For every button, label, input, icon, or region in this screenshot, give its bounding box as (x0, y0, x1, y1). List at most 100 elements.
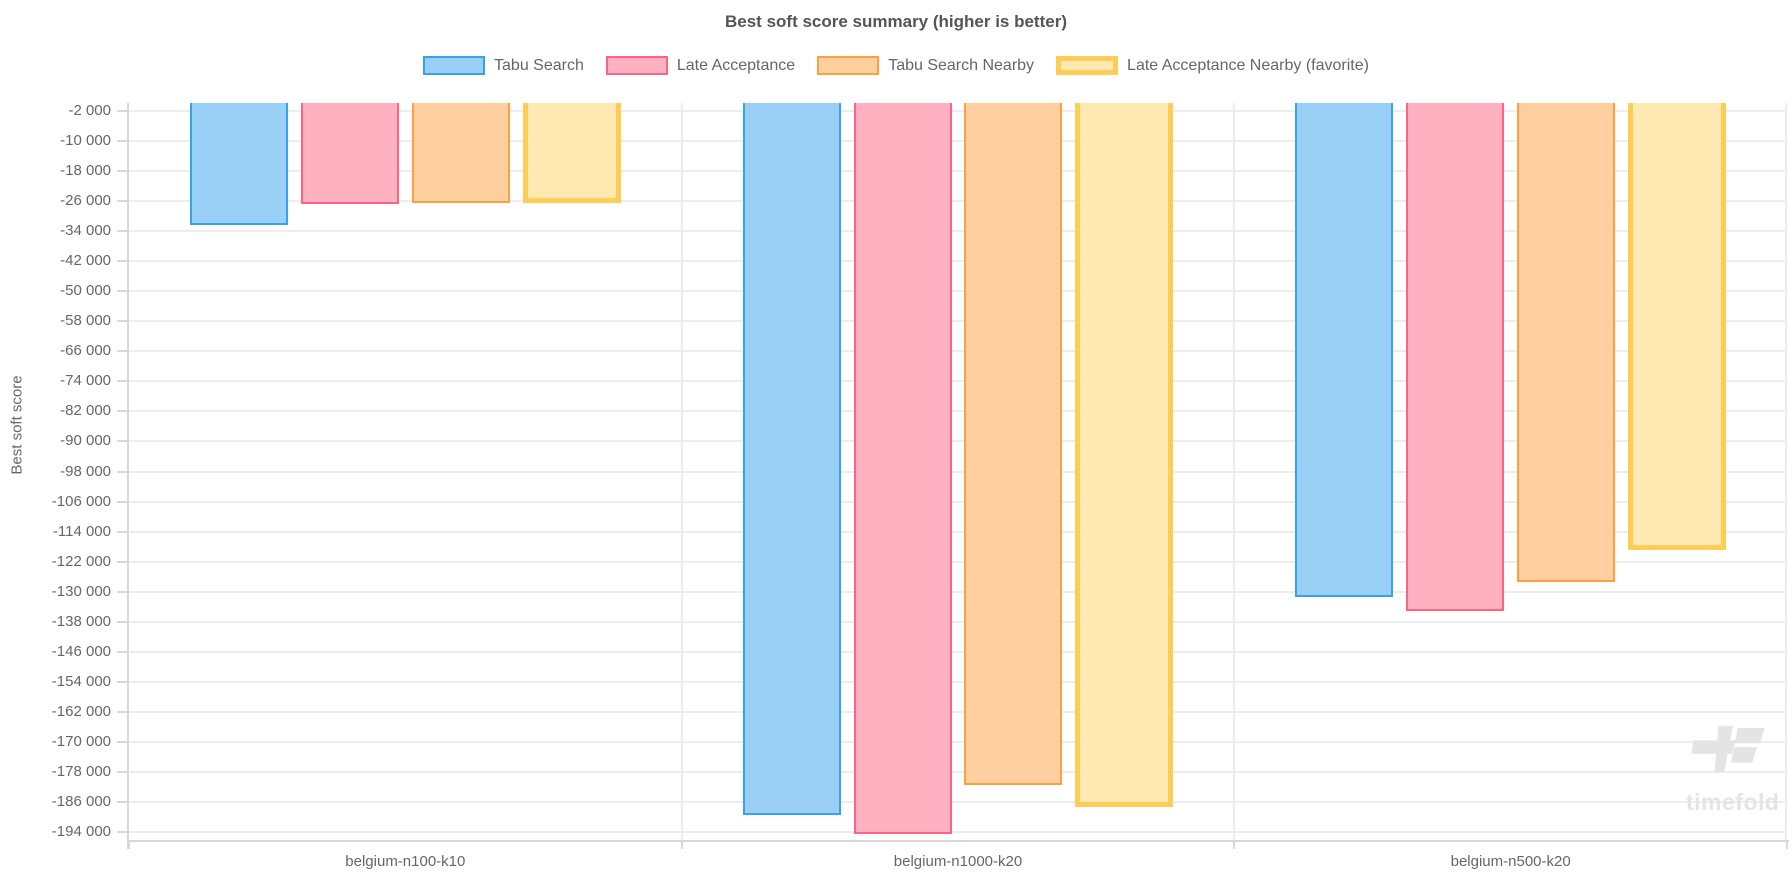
bar-belgium-n1000-k20-tabu-search-nearby[interactable] (964, 103, 1063, 786)
legend-item-tabu-search-nearby[interactable]: Tabu Search Nearby (817, 56, 1034, 75)
category-boundary-line (680, 103, 683, 840)
bar-belgium-n100-k10-late-acceptance-nearby-favorite[interactable] (522, 103, 621, 204)
y-gridline (129, 681, 1787, 684)
y-gridline (129, 650, 1787, 653)
y-tick-mark (117, 771, 127, 774)
y-tick-label: -74 000 (60, 372, 111, 390)
y-tick-label: -106 000 (51, 492, 111, 510)
y-tick-label: -2 000 (68, 101, 111, 119)
y-tick-mark (117, 741, 127, 744)
y-tick-label: -178 000 (51, 763, 111, 781)
bar-belgium-n100-k10-tabu-search[interactable] (190, 103, 289, 225)
y-tick-mark (117, 560, 127, 563)
legend-label: Late Acceptance Nearby (favorite) (1127, 56, 1369, 74)
y-tick-label: -18 000 (60, 161, 111, 179)
y-tick-mark (117, 831, 127, 834)
y-tick-mark (117, 229, 127, 232)
y-tick-mark (117, 711, 127, 714)
timefold-logo-icon (1691, 725, 1765, 773)
legend-item-late-acceptance-nearby-favorite[interactable]: Late Acceptance Nearby (favorite) (1056, 56, 1369, 75)
legend-item-tabu-search[interactable]: Tabu Search (423, 56, 584, 75)
y-gridline (129, 831, 1787, 834)
y-tick-label: -34 000 (60, 221, 111, 239)
y-tick-label: -66 000 (60, 342, 111, 360)
y-tick-label: -10 000 (60, 131, 111, 149)
y-gridline (129, 199, 1787, 202)
y-gridline (129, 771, 1787, 774)
y-gridline (129, 500, 1787, 503)
y-tick-label: -82 000 (60, 402, 111, 420)
y-tick-label: -98 000 (60, 462, 111, 480)
y-tick-label: -146 000 (51, 642, 111, 660)
y-gridline (129, 350, 1787, 353)
y-gridline (129, 169, 1787, 172)
y-tick-label: -186 000 (51, 793, 111, 811)
x-category-label: belgium-n500-k20 (1450, 853, 1571, 870)
y-tick-label: -122 000 (51, 552, 111, 570)
y-gridline (129, 620, 1787, 623)
y-tick-mark (117, 380, 127, 383)
y-gridline (129, 229, 1787, 232)
y-tick-label: -114 000 (52, 522, 111, 540)
legend-swatch (423, 56, 486, 75)
x-category-label: belgium-n1000-k20 (893, 853, 1023, 870)
legend-label: Tabu Search Nearby (888, 56, 1035, 74)
x-tick-mark (1786, 840, 1788, 849)
legend-swatch (1056, 56, 1119, 75)
bar-belgium-n1000-k20-late-acceptance[interactable] (853, 103, 952, 834)
y-gridline (129, 801, 1787, 804)
y-gridline (129, 741, 1787, 744)
x-tick-mark (1233, 840, 1236, 849)
bar-belgium-n1000-k20-late-acceptance-nearby-favorite[interactable] (1075, 103, 1174, 807)
bar-belgium-n100-k10-late-acceptance[interactable] (300, 103, 399, 205)
y-tick-label: -58 000 (60, 312, 111, 330)
y-tick-label: -154 000 (51, 673, 111, 691)
bar-belgium-n1000-k20-tabu-search[interactable] (742, 103, 841, 816)
y-axis-line (127, 103, 129, 849)
y-tick-label: -162 000 (51, 703, 111, 721)
bar-belgium-n500-k20-tabu-search[interactable] (1295, 103, 1394, 598)
y-tick-label: -138 000 (51, 612, 111, 630)
y-tick-mark (117, 801, 127, 804)
legend-label: Late Acceptance (676, 56, 796, 74)
legend-swatch (817, 56, 880, 75)
chart-title: Best soft score summary (higher is bette… (725, 12, 1067, 31)
y-tick-mark (117, 350, 127, 353)
x-axis-line (127, 840, 1789, 842)
bar-belgium-n500-k20-tabu-search-nearby[interactable] (1517, 103, 1616, 582)
y-tick-label: -170 000 (51, 733, 111, 751)
y-tick-label: -194 000 (51, 823, 111, 841)
y-gridline (129, 380, 1787, 383)
y-tick-mark (117, 500, 127, 503)
y-gridline (129, 290, 1787, 292)
y-axis-title: Best soft score (8, 375, 26, 475)
x-category-label: belgium-n100-k10 (345, 853, 466, 870)
timefold-watermark: timefold (1686, 724, 1780, 816)
y-gridline (129, 711, 1787, 714)
y-tick-mark (117, 650, 127, 653)
watermark-text: timefold (1686, 789, 1780, 815)
y-tick-mark (117, 440, 127, 443)
y-tick-mark (117, 109, 127, 112)
legend-item-late-acceptance[interactable]: Late Acceptance (605, 56, 796, 75)
bar-belgium-n500-k20-late-acceptance[interactable] (1406, 103, 1505, 611)
y-tick-mark (117, 410, 127, 413)
y-gridline (129, 440, 1787, 443)
y-tick-mark (117, 530, 127, 533)
y-tick-mark (117, 169, 127, 172)
y-gridline (129, 320, 1787, 323)
bar-belgium-n100-k10-tabu-search-nearby[interactable] (411, 103, 510, 203)
y-gridline (129, 109, 1787, 112)
y-gridline (129, 410, 1787, 413)
y-gridline (129, 560, 1787, 563)
bar-belgium-n500-k20-late-acceptance-nearby-favorite[interactable] (1627, 103, 1726, 551)
y-tick-label: -50 000 (60, 282, 111, 299)
plot-right-border (1785, 103, 1787, 840)
y-tick-label: -90 000 (60, 432, 111, 450)
y-gridline (129, 530, 1787, 533)
y-tick-mark (117, 290, 127, 292)
legend: Tabu Search Late Acceptance Tabu Search Ne… (0, 56, 1792, 75)
legend-swatch (605, 56, 668, 75)
y-gridline (129, 139, 1787, 142)
